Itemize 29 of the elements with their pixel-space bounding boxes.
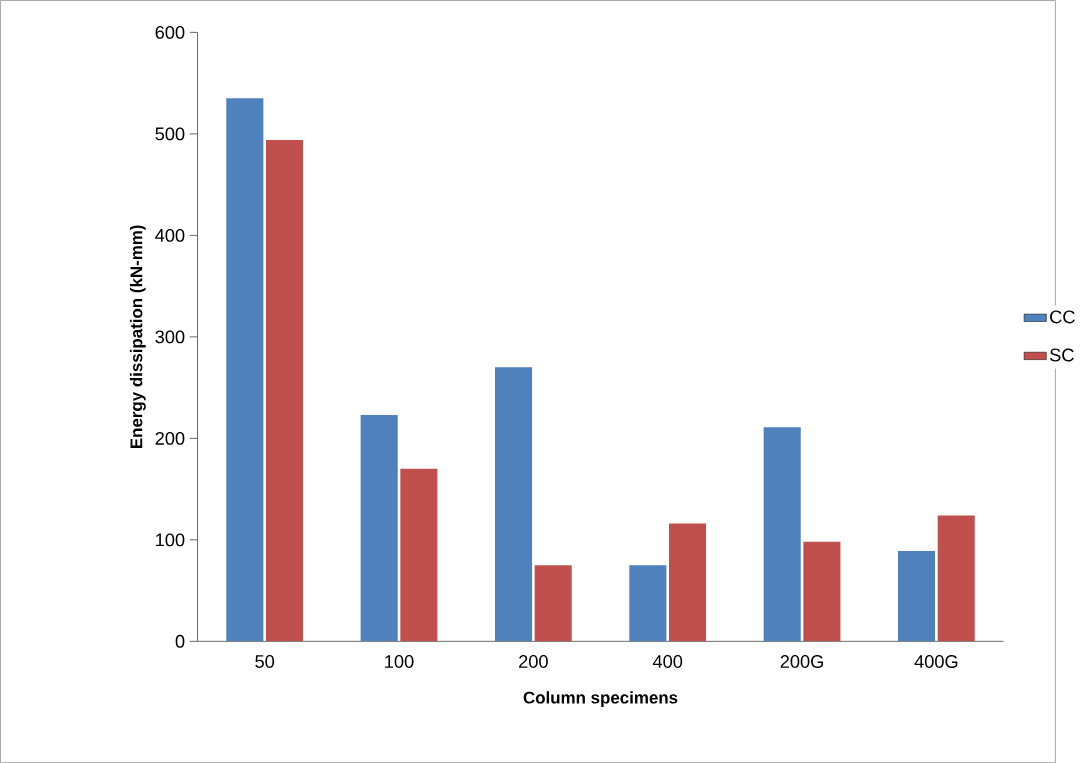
bar — [226, 98, 264, 642]
bar — [803, 541, 841, 642]
x-tick-label: 400 — [652, 654, 683, 668]
x-tick-label: 50 — [255, 654, 275, 668]
y-tick-label: 0 — [175, 634, 185, 648]
bar — [629, 565, 667, 642]
x-tick-label: 200G — [780, 654, 823, 668]
x-tick-label: 100 — [385, 654, 414, 668]
y-tick-label: 500 — [155, 127, 185, 141]
x-tick-label: 200 — [519, 654, 548, 668]
bar — [360, 414, 398, 642]
y-tick-label: 300 — [155, 330, 185, 344]
bar — [265, 139, 304, 642]
bar — [898, 550, 936, 642]
bar — [763, 427, 801, 642]
y-tick-label: 600 — [155, 25, 185, 39]
legend-label: CC — [1050, 310, 1075, 324]
bar — [937, 515, 975, 642]
y-tick-label: 400 — [155, 228, 185, 242]
y-tick-label: 100 — [156, 533, 185, 547]
legend-label: SC — [1050, 348, 1074, 362]
bar — [400, 468, 438, 642]
bar — [534, 565, 572, 642]
bar — [669, 523, 707, 642]
bar — [494, 367, 533, 642]
y-axis-title: Energy dissipation (kN-mm) — [129, 225, 146, 448]
x-axis-title: Column specimens — [523, 691, 678, 707]
x-tick-label: 400G — [914, 654, 958, 668]
y-tick-label: 200 — [155, 431, 185, 445]
